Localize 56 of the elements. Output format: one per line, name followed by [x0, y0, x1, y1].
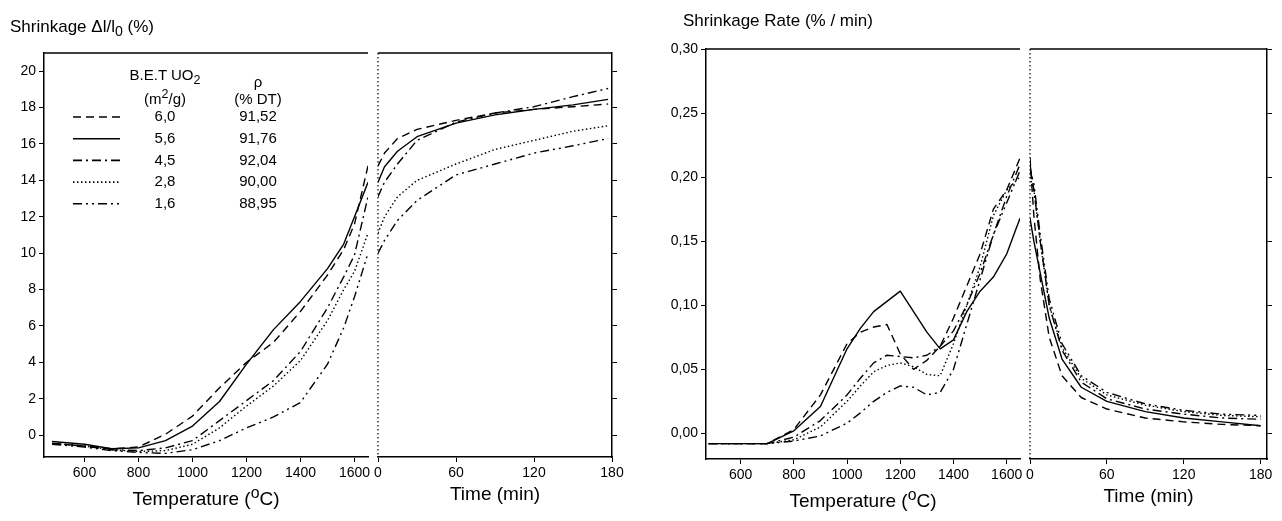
x-tick-label: 0: [374, 464, 383, 481]
y-tick-label: 0,25: [670, 103, 699, 120]
x-tick-label: 600: [72, 464, 97, 481]
x-axis-title: Temperature ($^{o}$C): [789, 486, 937, 513]
x-tick-label: 1600: [338, 464, 371, 481]
annotation: ρ (% DT): [234, 73, 282, 107]
x-tick-label: 1000: [831, 466, 863, 483]
y-tick-label: 12: [20, 207, 37, 224]
x-tick-label: 180: [600, 464, 624, 481]
x-tick-label: 1400: [937, 466, 970, 483]
y-tick-label: 14: [20, 171, 37, 188]
y-tick-label: 2: [28, 389, 37, 406]
annotation: 91,76: [239, 128, 277, 146]
y-tick-label: 0,20: [670, 167, 699, 184]
x-tick-label: 1200: [230, 464, 263, 481]
y-tick-label: 4: [28, 353, 37, 370]
x-tick-label: 120: [1172, 466, 1196, 483]
annotation: 90,00: [239, 172, 277, 190]
x-tick-label: 1000: [176, 464, 209, 481]
y-tick-label: 18: [20, 98, 37, 115]
y-tick-label: 0: [28, 426, 37, 443]
x-tick-label: 1400: [284, 464, 317, 481]
y-tick-label: 20: [20, 62, 37, 79]
y-tick-label: 0,10: [670, 296, 699, 313]
x-tick-label: 1200: [884, 466, 917, 483]
y-axis-title: Shrinkage Δl/l$_{0}$ (%): [10, 17, 154, 40]
x-tick-label: 120: [522, 464, 546, 481]
x-axis-title: Time (min): [449, 483, 541, 505]
y-tick-label: 0,00: [670, 424, 699, 441]
annotation: 92,04: [239, 150, 277, 168]
x-tick-label: 600: [728, 466, 753, 483]
x-tick-label: 60: [448, 464, 464, 481]
y-tick-label: 6: [28, 316, 37, 333]
y-axis-title: Shrinkage Rate (% / min): [683, 11, 873, 31]
legend-label: 6,0: [154, 107, 176, 125]
x-tick-label: 180: [1248, 466, 1273, 483]
y-tick-label: 16: [20, 134, 37, 151]
y-tick-label: 0,30: [670, 39, 699, 56]
legend-label: 4,5: [154, 150, 176, 168]
y-tick-label: 0,15: [670, 232, 699, 249]
x-axis-title: Temperature ($^{o}$C): [132, 484, 280, 511]
y-tick-label: 10: [20, 244, 37, 261]
x-tick-label: 800: [126, 464, 151, 481]
legend-label: 2,8: [154, 172, 176, 190]
annotation: 88,95: [239, 193, 277, 211]
y-tick-label: 8: [28, 280, 37, 297]
y-tick-label: 0,05: [670, 360, 699, 377]
x-axis-title: Time (min): [1103, 485, 1194, 507]
x-tick-label: 60: [1099, 466, 1115, 483]
legend-label: 5,6: [154, 128, 176, 146]
x-tick-label: 0: [1026, 466, 1035, 483]
legend-label: 1,6: [154, 193, 176, 211]
text: B.E.T UO$_{2}$ (m$^{2}$/g): [129, 65, 201, 107]
x-tick-label: 1600: [991, 466, 1023, 483]
x-tick-label: 800: [782, 466, 806, 483]
annotation: 91,52: [239, 107, 277, 125]
